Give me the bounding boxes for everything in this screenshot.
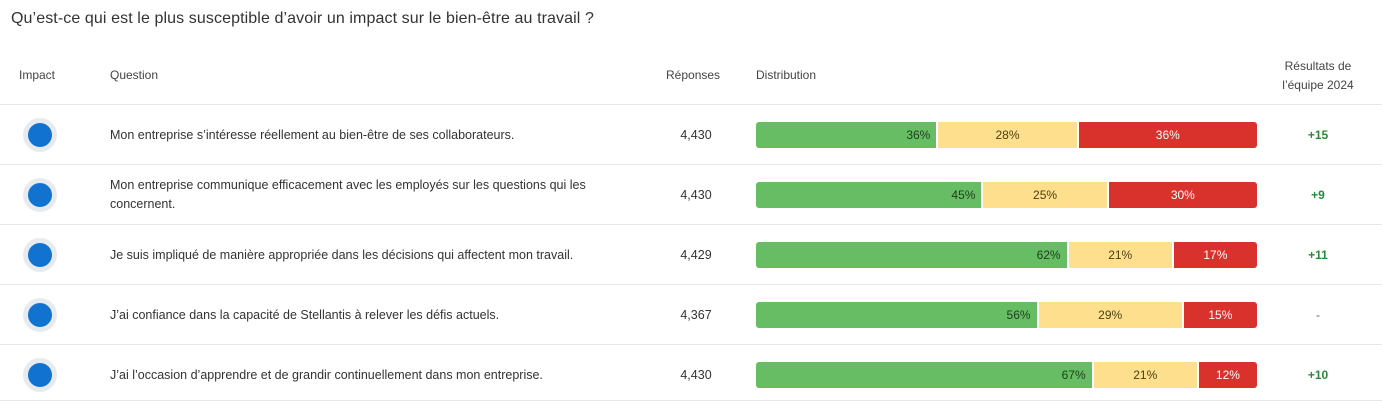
- page-title: Qu’est-ce qui est le plus susceptible d’…: [11, 10, 595, 27]
- distribution-favorable-segment[interactable]: 56%: [756, 302, 1037, 328]
- table-bottom-border: [0, 400, 1382, 401]
- distribution-neutral-segment[interactable]: 21%: [1091, 362, 1197, 388]
- distribution-unfavorable-segment[interactable]: 17%: [1171, 242, 1257, 268]
- impact-dot-icon[interactable]: [23, 298, 57, 332]
- table-row[interactable]: J’ai confiance dans la capacité de Stell…: [0, 284, 1382, 345]
- table-row[interactable]: Je suis impliqué de manière appropriée d…: [0, 224, 1382, 285]
- column-header-team-results-2024[interactable]: Résultats de l’équipe 2024: [1262, 57, 1374, 95]
- impact-dot: [28, 183, 52, 207]
- distribution-unfavorable-segment[interactable]: 30%: [1106, 182, 1257, 208]
- distribution-bar[interactable]: 67% 21% 12%: [756, 362, 1257, 388]
- impact-dot-icon[interactable]: [23, 178, 57, 212]
- team-result-delta: +11: [1308, 248, 1328, 262]
- question-text: Mon entreprise communique efficacement a…: [110, 178, 586, 211]
- impact-dot-icon[interactable]: [23, 118, 57, 152]
- impact-dot-icon[interactable]: [23, 358, 57, 392]
- team-result-delta: +9: [1311, 188, 1325, 202]
- distribution-favorable-segment[interactable]: 36%: [756, 122, 937, 148]
- team-result-delta: +15: [1307, 128, 1329, 142]
- distribution-unfavorable-segment[interactable]: 36%: [1076, 122, 1257, 148]
- distribution-unfavorable-segment[interactable]: 12%: [1196, 362, 1257, 388]
- responses-count: 4,430: [680, 128, 712, 142]
- distribution-favorable-segment[interactable]: 67%: [756, 362, 1092, 388]
- column-header-impact[interactable]: Impact: [19, 68, 56, 82]
- distribution-neutral-segment[interactable]: 29%: [1036, 302, 1182, 328]
- distribution-favorable-segment[interactable]: 62%: [756, 242, 1067, 268]
- column-header-distribution[interactable]: Distribution: [756, 68, 817, 82]
- table-row[interactable]: J’ai l’occasion d’apprendre et de grandi…: [0, 344, 1382, 405]
- distribution-neutral-segment[interactable]: 28%: [936, 122, 1077, 148]
- column-header-question[interactable]: Question: [110, 68, 159, 82]
- responses-count: 4,429: [680, 248, 712, 262]
- column-header-results-line2: l’équipe 2024: [1282, 78, 1354, 92]
- table-row[interactable]: Mon entreprise communique efficacement a…: [0, 164, 1382, 225]
- team-result-delta: +10: [1307, 368, 1329, 382]
- impact-dot-icon[interactable]: [23, 238, 57, 272]
- responses-count: 4,430: [680, 188, 712, 202]
- question-text: Mon entreprise s’intéresse réellement au…: [110, 127, 515, 142]
- distribution-bar[interactable]: 36% 28% 36%: [756, 122, 1257, 148]
- question-text: J’ai l’occasion d’apprendre et de grandi…: [110, 367, 543, 382]
- distribution-bar[interactable]: 62% 21% 17%: [756, 242, 1257, 268]
- column-header-responses[interactable]: Réponses: [666, 68, 721, 82]
- table-row[interactable]: Mon entreprise s’intéresse réellement au…: [0, 104, 1382, 165]
- team-result-delta: -: [1316, 308, 1320, 322]
- impact-dot: [28, 303, 52, 327]
- distribution-neutral-segment[interactable]: 25%: [981, 182, 1107, 208]
- impact-dot: [28, 243, 52, 267]
- impact-dot: [28, 123, 52, 147]
- question-text: J’ai confiance dans la capacité de Stell…: [110, 307, 500, 322]
- distribution-bar[interactable]: 45% 25% 30%: [756, 182, 1257, 208]
- distribution-unfavorable-segment[interactable]: 15%: [1181, 302, 1257, 328]
- impact-dot: [28, 363, 52, 387]
- question-text: Je suis impliqué de manière appropriée d…: [110, 247, 574, 262]
- responses-count: 4,430: [680, 368, 712, 382]
- distribution-bar[interactable]: 56% 29% 15%: [756, 302, 1257, 328]
- distribution-neutral-segment[interactable]: 21%: [1066, 242, 1172, 268]
- distribution-favorable-segment[interactable]: 45%: [756, 182, 982, 208]
- responses-count: 4,367: [680, 308, 712, 322]
- column-header-results-line1: Résultats de: [1284, 59, 1352, 73]
